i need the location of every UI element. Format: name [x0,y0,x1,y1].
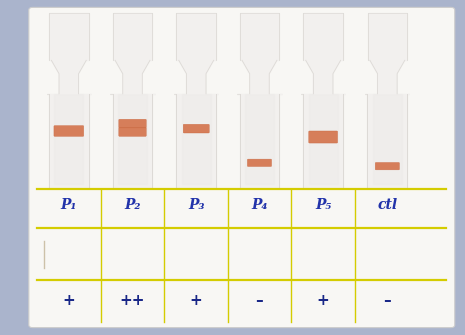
Text: +: + [317,293,330,308]
Polygon shape [51,60,86,94]
FancyBboxPatch shape [247,159,272,166]
Text: +: + [190,293,203,308]
FancyBboxPatch shape [119,119,146,128]
Polygon shape [177,13,216,60]
Polygon shape [179,60,213,94]
Text: P₁: P₁ [60,198,77,212]
Polygon shape [115,60,150,94]
Polygon shape [306,60,340,94]
Polygon shape [373,94,402,184]
Polygon shape [237,94,282,188]
Polygon shape [240,13,279,60]
Polygon shape [309,94,338,184]
FancyBboxPatch shape [183,124,209,133]
Text: P₂: P₂ [124,198,141,212]
Polygon shape [118,94,147,184]
Text: P₃: P₃ [188,198,205,212]
FancyBboxPatch shape [375,162,399,170]
Text: ctl: ctl [377,198,398,212]
Text: –: – [256,293,263,308]
Polygon shape [54,94,83,184]
FancyBboxPatch shape [54,126,84,136]
Text: P₄: P₄ [251,198,268,212]
Polygon shape [303,13,343,60]
Text: ++: ++ [120,293,145,308]
Polygon shape [370,60,405,94]
FancyBboxPatch shape [119,128,146,136]
Text: –: – [384,293,391,308]
Polygon shape [365,94,409,188]
Polygon shape [174,94,219,188]
Text: P₅: P₅ [315,198,332,212]
Polygon shape [113,13,152,60]
Polygon shape [111,94,154,188]
FancyBboxPatch shape [309,131,338,143]
Polygon shape [245,94,274,184]
Polygon shape [242,60,277,94]
Text: +: + [62,293,75,308]
Polygon shape [367,13,407,60]
Polygon shape [182,94,211,184]
FancyBboxPatch shape [29,7,455,328]
Polygon shape [301,94,345,188]
Polygon shape [49,13,88,60]
Polygon shape [46,94,91,188]
